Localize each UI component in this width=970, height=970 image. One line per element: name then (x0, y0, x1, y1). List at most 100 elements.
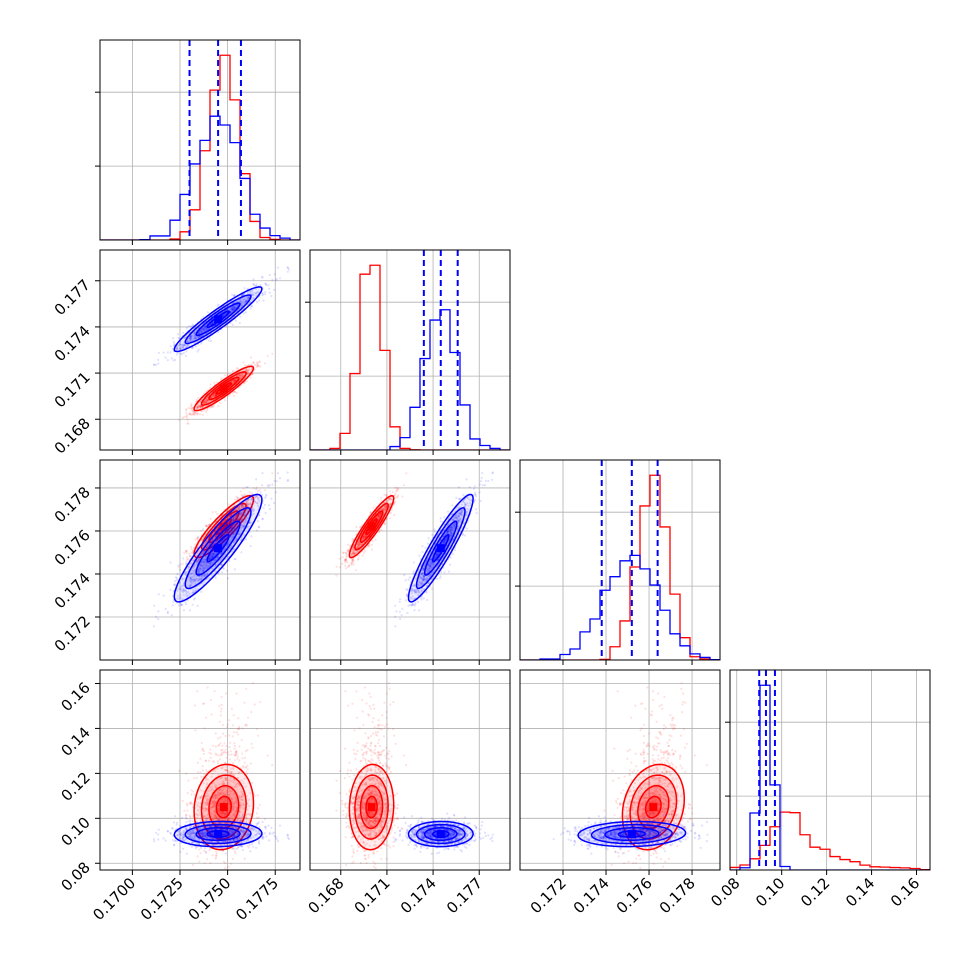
sample-point (257, 364, 260, 368)
sample-point (186, 340, 189, 343)
sample-point (241, 304, 244, 307)
sample-point (202, 528, 205, 531)
sample-point (256, 364, 260, 367)
sample-point (202, 328, 205, 331)
sample-point (196, 413, 199, 416)
sample-point (206, 400, 210, 403)
sample-point (239, 375, 242, 378)
sample-point (252, 293, 255, 296)
sample-point (247, 371, 250, 374)
sample-point (193, 597, 196, 600)
sample-point (234, 305, 237, 308)
sample-point (197, 406, 200, 409)
sample-point (185, 411, 188, 414)
sample-point (189, 336, 192, 339)
sample-point (182, 344, 185, 347)
sample-point (243, 312, 246, 315)
sample-point (188, 339, 191, 342)
sample-point (191, 347, 194, 350)
panel-frame (99, 39, 301, 241)
sample-point (240, 551, 243, 554)
sample-point (199, 413, 202, 416)
sample-point (254, 292, 257, 295)
panel-2-1 (309, 459, 511, 661)
sample-point (252, 361, 255, 364)
sample-point (193, 412, 196, 415)
sample-point (198, 336, 201, 339)
sample-point (209, 396, 212, 399)
sample-point (183, 415, 186, 418)
sample-point (200, 553, 203, 556)
histogram-red (100, 54, 300, 240)
sample-point (229, 311, 232, 314)
sample-point (186, 557, 189, 560)
sample-point (206, 328, 209, 331)
sample-point (238, 373, 241, 376)
sample-point (249, 544, 252, 548)
sample-point (246, 297, 249, 300)
sample-point (190, 404, 193, 408)
sample-point (205, 398, 208, 401)
sample-point (185, 603, 188, 606)
sample-point (255, 487, 258, 491)
sample-point (236, 496, 239, 499)
sample-point (203, 327, 206, 330)
sample-point (258, 360, 261, 363)
sample-point (174, 358, 177, 361)
sample-point (205, 400, 208, 403)
sample-point (250, 299, 253, 302)
sample-point (230, 307, 234, 310)
sample-point (193, 543, 196, 546)
sample-point (238, 322, 241, 325)
sample-point (235, 319, 238, 322)
sample-point (178, 566, 181, 569)
sample-point (206, 311, 209, 314)
sample-point (189, 413, 192, 416)
sample-point (182, 347, 185, 350)
grid-lines (100, 250, 300, 450)
sample-point (184, 354, 187, 357)
sample-point (246, 298, 249, 301)
sample-point (178, 337, 181, 340)
sample-point (252, 486, 255, 490)
sample-point (239, 298, 242, 302)
sample-point (210, 322, 213, 325)
sample-point (190, 337, 193, 340)
sample-point (183, 343, 186, 346)
panel-1-0 (99, 249, 301, 451)
sample-point (190, 407, 194, 410)
sample-point (234, 306, 237, 309)
sample-point (190, 551, 193, 554)
sample-point (208, 386, 212, 389)
sample-point (242, 300, 245, 303)
sample-point (239, 375, 242, 378)
sample-point (264, 290, 267, 294)
sample-point (200, 334, 204, 337)
sample-point (177, 337, 180, 340)
sample-point (241, 495, 244, 498)
sample-point (245, 368, 248, 371)
sample-point (237, 506, 240, 509)
sample-point (230, 310, 233, 313)
sample-point (221, 571, 224, 574)
sample-point (209, 517, 212, 520)
sample-point (372, 506, 375, 509)
sample-point (191, 567, 195, 570)
sample-point (192, 410, 195, 414)
sample-point (256, 364, 259, 367)
sample-point (181, 562, 184, 566)
sample-point (193, 332, 197, 335)
sample-point (245, 300, 248, 303)
sample-point (212, 394, 215, 397)
sample-point (202, 392, 206, 395)
sample-point (245, 368, 248, 371)
sample-point (197, 348, 200, 351)
sample-point (196, 538, 199, 541)
sample-point (173, 584, 176, 587)
sample-point (239, 376, 243, 379)
sample-point (264, 282, 267, 285)
sample-point (213, 542, 216, 545)
sample-point (227, 373, 230, 376)
sample-point (187, 343, 190, 346)
sample-point (192, 333, 195, 336)
